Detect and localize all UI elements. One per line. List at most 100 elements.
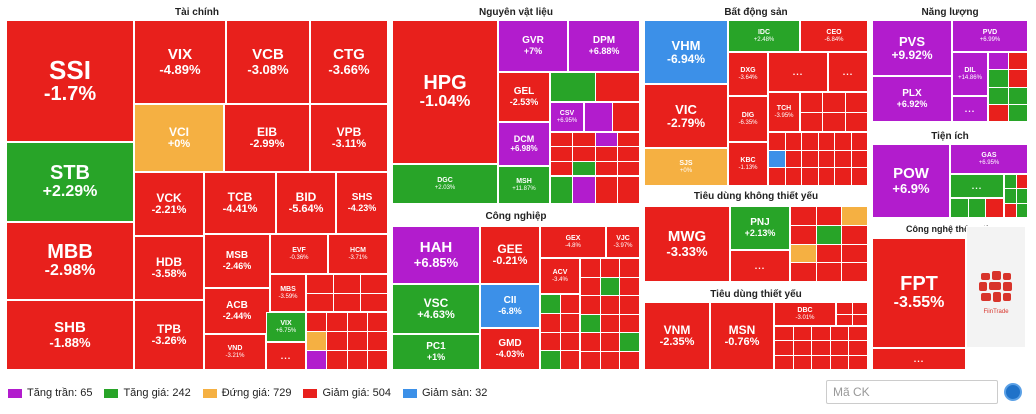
mini-tile[interactable] (551, 133, 573, 147)
tile-MSH[interactable]: MSH +11.87% (498, 166, 550, 204)
tile-ACB[interactable]: ACB -2.44% (204, 288, 270, 334)
mini-tile[interactable] (581, 333, 600, 351)
mini-tile[interactable] (581, 314, 600, 332)
mini-tile[interactable] (600, 351, 620, 369)
tile-HAH[interactable]: HAH +6.85% (392, 226, 480, 284)
mini-tile[interactable] (775, 327, 793, 341)
tile-VND[interactable]: VND -3.21% (204, 334, 266, 370)
mini-tile[interactable] (1008, 70, 1027, 87)
mini-tile[interactable] (541, 313, 560, 332)
tile-SHS[interactable]: SHS -4.23% (336, 172, 388, 234)
mini-tile[interactable] (600, 333, 620, 351)
mini-tile[interactable] (361, 275, 387, 293)
mini-tile[interactable] (581, 277, 600, 295)
mini-tile[interactable] (823, 112, 845, 131)
tile-CII[interactable]: CII -6.8% (480, 284, 540, 328)
tile-HPG[interactable]: HPG -1.04% (392, 20, 498, 164)
mini-tile[interactable] (581, 296, 600, 314)
mini-tile[interactable] (989, 87, 1008, 104)
mini-tile[interactable] (951, 199, 968, 217)
tile-TCB[interactable]: TCB -4.41% (204, 172, 276, 234)
mini-tile[interactable] (968, 199, 986, 217)
tile-STB[interactable]: STB +2.29% (6, 142, 134, 222)
mini-tile[interactable] (347, 313, 367, 331)
tile-VCI[interactable]: VCI +0% (134, 104, 224, 172)
mini-tile[interactable] (551, 73, 595, 101)
tile-more[interactable]: ... (730, 250, 790, 282)
mini-tile[interactable] (1016, 203, 1027, 217)
mini-tile[interactable] (1008, 53, 1027, 70)
mini-tile[interactable] (842, 207, 867, 225)
mini-tile[interactable] (595, 161, 617, 175)
mini-tile[interactable] (617, 147, 639, 161)
mini-tile[interactable] (541, 351, 560, 369)
mini-tile[interactable] (769, 150, 785, 168)
tile-GMD[interactable]: GMD -4.03% (480, 328, 540, 370)
mini-tile[interactable] (573, 147, 595, 161)
search-globe-icon[interactable] (1004, 383, 1022, 401)
mini-tile[interactable] (573, 161, 595, 175)
tile-VJC[interactable]: VJC -3.97% (606, 226, 640, 258)
mini-tile[interactable] (802, 133, 818, 150)
tile-PC1[interactable]: PC1 +1% (392, 334, 480, 370)
mini-tile[interactable] (620, 314, 639, 332)
tile-CTG[interactable]: CTG -3.66% (310, 20, 388, 104)
mini-tile[interactable] (541, 332, 560, 351)
tile-GVR[interactable]: GVR +7% (498, 20, 568, 72)
mini-tile[interactable] (617, 161, 639, 175)
mini-tile[interactable] (801, 112, 823, 131)
mini-tile[interactable] (830, 341, 849, 355)
mini-tile[interactable] (595, 73, 639, 101)
mini-tile[interactable] (816, 207, 842, 225)
mini-tile[interactable] (573, 177, 595, 203)
tile-MSN[interactable]: MSN -0.76% (710, 302, 774, 370)
mini-tile[interactable] (1016, 175, 1027, 189)
tile-MWG[interactable]: MWG -3.33% (644, 206, 730, 282)
mini-tile[interactable] (769, 133, 785, 150)
stock-code-search-input[interactable] (826, 380, 998, 404)
mini-tile[interactable] (1005, 189, 1016, 203)
tile-DIG[interactable]: DIG -6.35% (728, 96, 768, 142)
tile-VPB[interactable]: VPB -3.11% (310, 104, 388, 172)
mini-tile[interactable] (842, 263, 867, 281)
tile-IDC[interactable]: IDC +2.48% (728, 20, 800, 52)
tile-GEE[interactable]: GEE -0.21% (480, 226, 540, 284)
mini-tile[interactable] (327, 332, 347, 350)
mini-tile[interactable] (793, 327, 812, 341)
mini-tile[interactable] (801, 93, 823, 112)
mini-tile[interactable] (560, 313, 579, 332)
mini-tile[interactable] (845, 112, 867, 131)
mini-tile[interactable] (620, 296, 639, 314)
tile-FPT[interactable]: FPT -3.55% (872, 238, 966, 348)
mini-tile[interactable] (307, 351, 327, 369)
tile-PVD[interactable]: PVD +6.99% (952, 20, 1028, 52)
mini-tile[interactable] (785, 133, 801, 150)
tile-TPB[interactable]: TPB -3.26% (134, 300, 204, 370)
tile-VNM[interactable]: VNM -2.35% (644, 302, 710, 370)
mini-tile[interactable] (600, 277, 620, 295)
tile-GEL[interactable]: GEL -2.53% (498, 72, 550, 122)
mini-tile[interactable] (818, 168, 834, 185)
mini-tile[interactable] (334, 293, 360, 311)
mini-tile[interactable] (835, 150, 851, 168)
mini-tile[interactable] (835, 133, 851, 150)
tile-HDB[interactable]: HDB -3.58% (134, 236, 204, 300)
mini-tile[interactable] (845, 93, 867, 112)
mini-tile[interactable] (617, 133, 639, 147)
mini-tile[interactable] (600, 296, 620, 314)
mini-tile[interactable] (307, 332, 327, 350)
mini-tile[interactable] (551, 161, 573, 175)
mini-tile[interactable] (837, 314, 852, 325)
tile-more[interactable]: ... (950, 174, 1004, 198)
mini-tile[interactable] (551, 147, 573, 161)
tile-DXG[interactable]: DXG -3.64% (728, 52, 768, 96)
mini-tile[interactable] (1008, 104, 1027, 121)
mini-tile[interactable] (818, 133, 834, 150)
mini-tile[interactable] (581, 259, 600, 277)
mini-tile[interactable] (551, 177, 573, 203)
mini-tile[interactable] (852, 314, 867, 325)
mini-tile[interactable] (617, 177, 639, 203)
tile-PVS[interactable]: PVS +9.92% (872, 20, 952, 76)
tile-TCH[interactable]: TCH -3.95% (768, 92, 800, 132)
mini-tile[interactable] (347, 351, 367, 369)
